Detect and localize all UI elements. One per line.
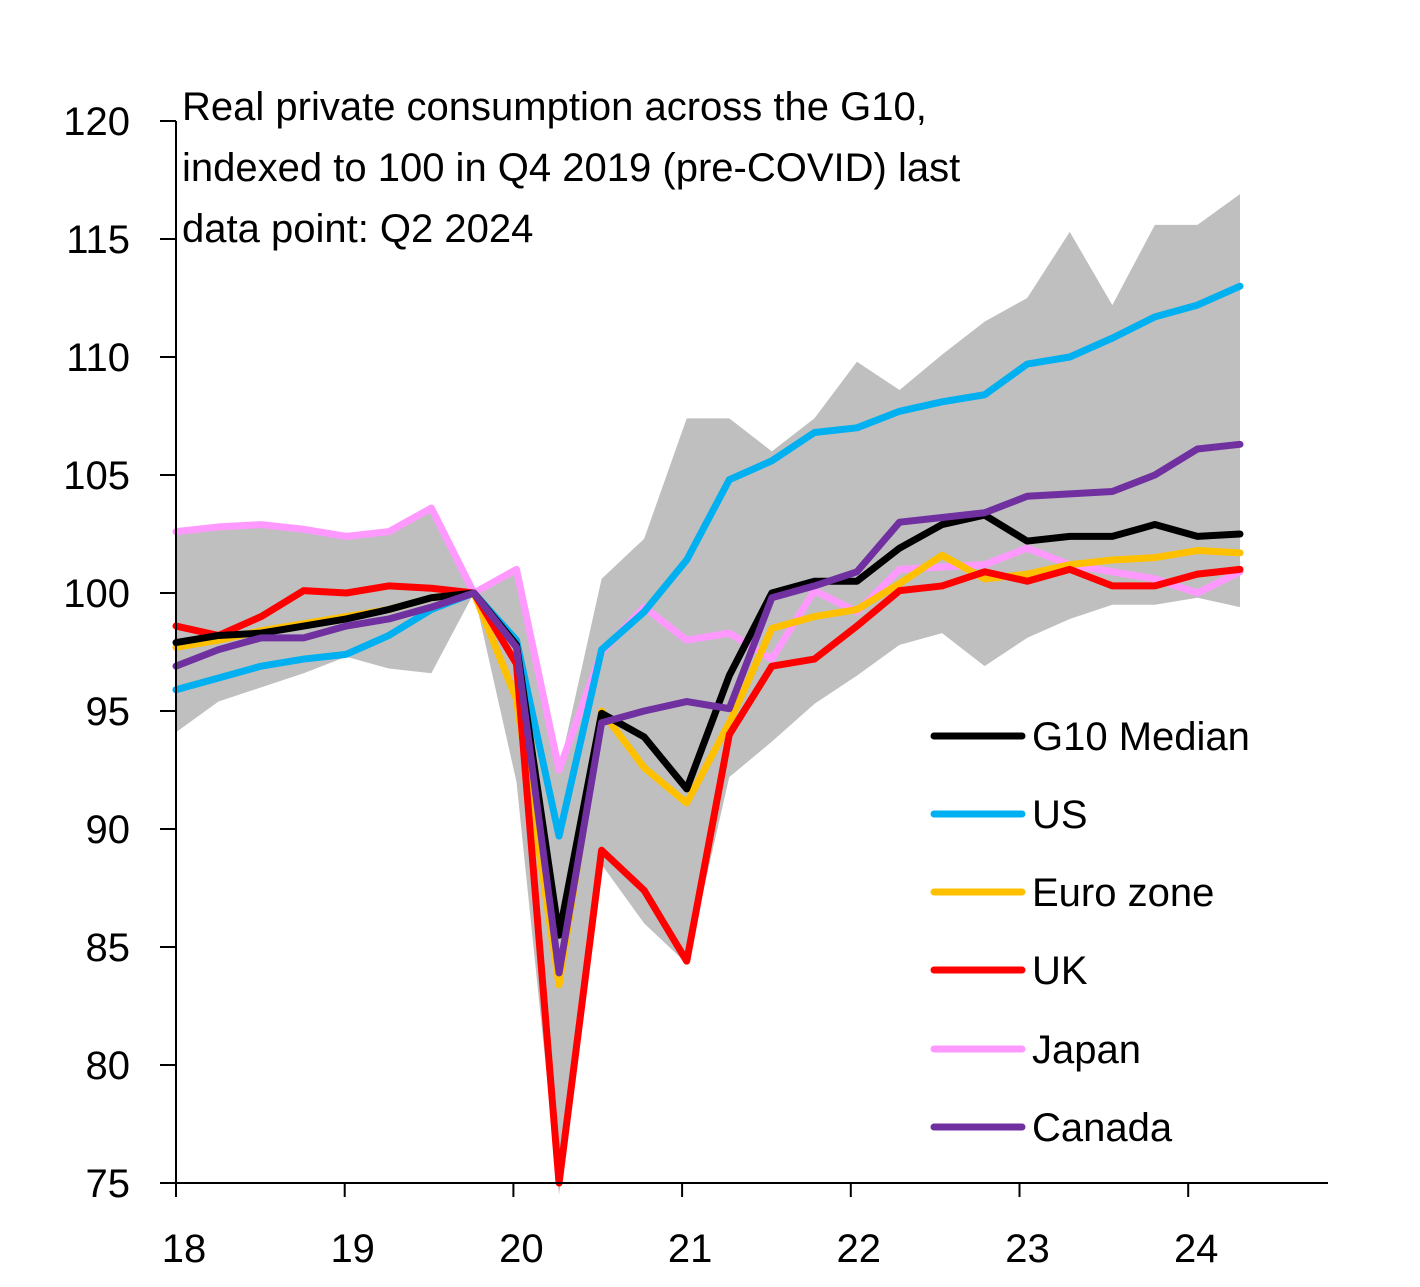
x-tick-label: 18 xyxy=(162,1227,207,1271)
title-line-2: indexed to 100 in Q4 2019 (pre-COVID) la… xyxy=(182,146,960,190)
legend-label: Euro zone xyxy=(1032,871,1214,915)
legend-label: Japan xyxy=(1032,1028,1141,1072)
y-tick-label: 100 xyxy=(63,572,130,616)
series-layer xyxy=(172,282,1244,1187)
chart-title: Real private consumption across the G10,… xyxy=(182,85,960,251)
legend-item-japan: Japan xyxy=(930,1028,1141,1072)
y-tick-label: 90 xyxy=(86,808,131,852)
legend-item-g10-median: G10 Median xyxy=(930,715,1250,759)
series-line-us xyxy=(172,282,1244,840)
y-tick-label: 95 xyxy=(86,690,131,734)
y-tick-label: 75 xyxy=(86,1162,131,1206)
y-tick-label: 80 xyxy=(86,1044,131,1088)
title-line-1: Real private consumption across the G10, xyxy=(182,85,927,129)
series-line-japan xyxy=(172,504,1244,774)
y-tick-label: 115 xyxy=(66,218,130,262)
y-tick-label: 120 xyxy=(63,100,130,144)
legend: G10 Median US Euro zone UK Japan Canada xyxy=(930,715,1250,1150)
range-band-layer xyxy=(176,194,1240,1195)
x-tick-label: 19 xyxy=(330,1227,375,1271)
y-ticks: 75 80 85 90 95 100 105 110 115 120 xyxy=(63,100,176,1206)
x-tick-label: 23 xyxy=(1005,1227,1050,1271)
legend-item-us: US xyxy=(930,793,1088,837)
legend-label: UK xyxy=(1032,949,1088,993)
title-line-3: data point: Q2 2024 xyxy=(182,207,533,251)
axes xyxy=(160,121,1328,1184)
x-ticks: 18 19 20 21 22 23 24 xyxy=(162,1183,1219,1271)
series-line-uk xyxy=(172,565,1244,1187)
min-max-range-band xyxy=(176,194,1240,1195)
x-tick-label: 22 xyxy=(837,1227,882,1271)
series-line-g10-median xyxy=(172,511,1244,939)
legend-item-canada: Canada xyxy=(930,1106,1173,1150)
legend-label: G10 Median xyxy=(1032,715,1250,759)
x-tick-label: 24 xyxy=(1174,1227,1219,1271)
x-tick-label: 21 xyxy=(668,1227,713,1271)
y-tick-label: 110 xyxy=(66,336,130,380)
legend-label: US xyxy=(1032,793,1088,837)
series-line-canada xyxy=(172,440,1244,977)
y-tick-label: 105 xyxy=(63,454,130,498)
legend-item-uk: UK xyxy=(930,949,1088,993)
legend-item-euro-zone: Euro zone xyxy=(930,871,1214,915)
y-tick-label: 85 xyxy=(86,926,131,970)
legend-label: Canada xyxy=(1032,1106,1173,1150)
x-tick-label: 20 xyxy=(499,1227,544,1271)
